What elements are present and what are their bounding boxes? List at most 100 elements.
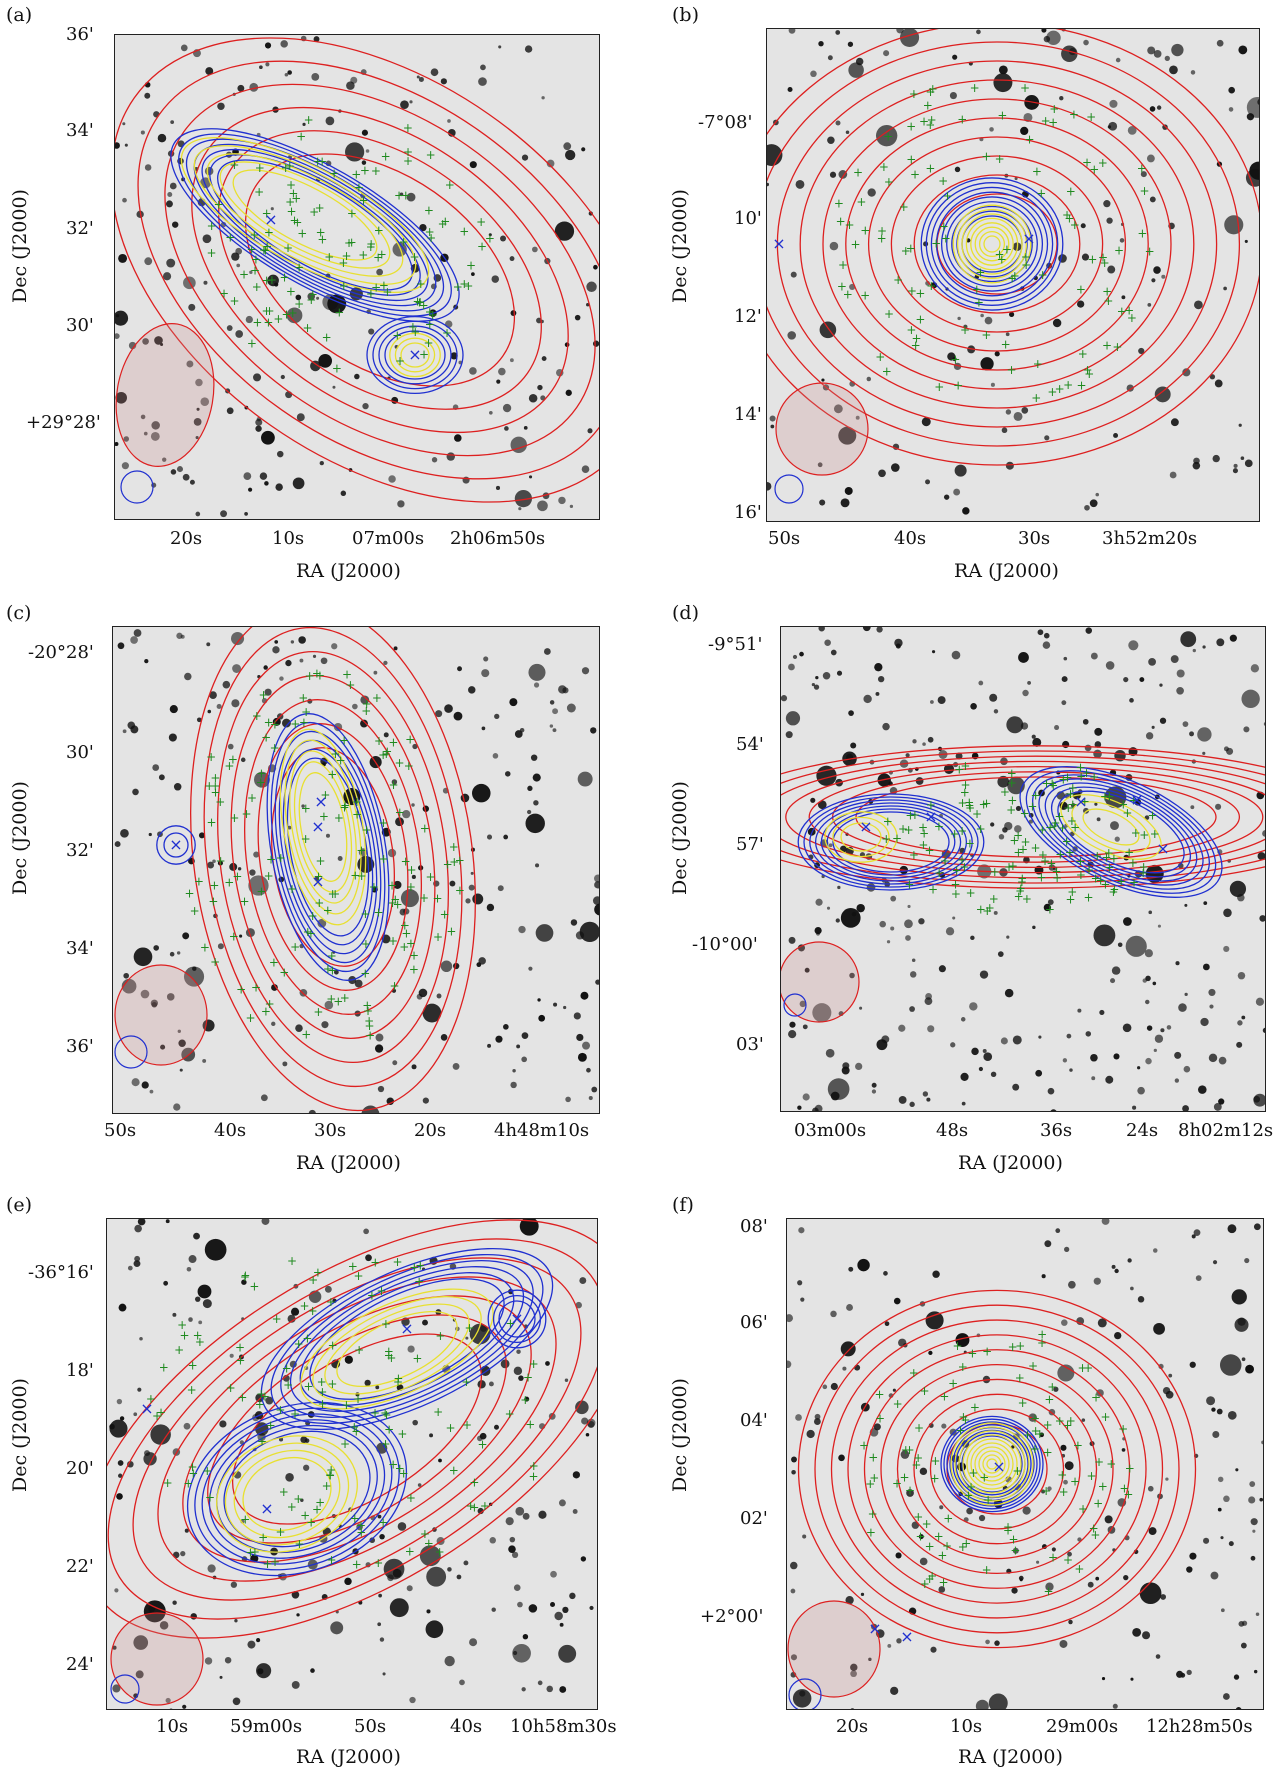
- star: [1147, 46, 1156, 55]
- beam-ellipse: [110, 1612, 204, 1706]
- star: [1227, 1224, 1237, 1234]
- blue-contour: [949, 1424, 1035, 1504]
- galaxy-marker: +: [264, 869, 274, 883]
- star: [457, 666, 462, 672]
- galaxy-marker: +: [258, 688, 268, 702]
- star: [409, 100, 413, 104]
- galaxy-marker: +: [459, 224, 469, 238]
- star: [192, 966, 197, 971]
- galaxy-marker: +: [1055, 1414, 1065, 1428]
- star: [1013, 411, 1023, 421]
- star: [144, 659, 149, 664]
- galaxy-marker: +: [966, 886, 976, 900]
- star: [879, 920, 886, 928]
- galaxy-marker: +: [909, 1366, 919, 1380]
- galaxy-marker: +: [957, 113, 967, 127]
- yellow-contour: [279, 728, 367, 926]
- star: [498, 367, 506, 376]
- star: [994, 351, 1000, 357]
- star: [767, 144, 783, 166]
- star: [572, 1471, 581, 1479]
- galaxy-marker: +: [219, 286, 229, 300]
- star: [148, 832, 152, 837]
- yellow-contour: [289, 750, 357, 904]
- star: [1241, 1357, 1246, 1362]
- star: [844, 486, 853, 495]
- galaxy-marker: +: [369, 880, 379, 894]
- star: [932, 1270, 940, 1278]
- galaxy-marker: +: [983, 1493, 993, 1507]
- galaxy-marker: +: [249, 228, 259, 242]
- red-contour: [880, 1363, 1114, 1575]
- star: [207, 1564, 216, 1573]
- star: [541, 96, 545, 100]
- star: [817, 800, 827, 810]
- star: [290, 640, 295, 644]
- star: [127, 1265, 133, 1271]
- galaxy-marker: +: [1084, 890, 1094, 904]
- star: [1175, 961, 1180, 966]
- star: [1182, 721, 1189, 728]
- galaxy-marker: +: [347, 235, 357, 249]
- star: [1011, 1445, 1015, 1449]
- overlay-a: +++++++++++++++++++++++++++++++++++ +++++…: [115, 35, 599, 519]
- galaxy-marker: +: [374, 224, 384, 238]
- galaxy-marker: +: [462, 1418, 472, 1432]
- galaxy-marker: +: [995, 247, 1005, 261]
- yellow-contour: [950, 1422, 1034, 1506]
- galaxy-marker: +: [930, 1454, 940, 1468]
- y-tick: 10': [734, 208, 762, 229]
- galaxy-marker: +: [1057, 1468, 1067, 1482]
- y-tick: 14': [734, 404, 762, 425]
- red-contour: [107, 1219, 597, 1639]
- star: [575, 1301, 582, 1309]
- red-contour: [767, 29, 1259, 466]
- galaxy-marker: +: [314, 896, 324, 910]
- blue-contour: [803, 796, 979, 888]
- star: [284, 72, 289, 77]
- galaxy-marker: +: [301, 802, 311, 816]
- star: [186, 1266, 192, 1272]
- star: [978, 1066, 984, 1072]
- red-contour: [867, 136, 1127, 352]
- star: [310, 360, 321, 372]
- star: [203, 280, 208, 285]
- x-axis-label: RA (J2000): [958, 1746, 1063, 1768]
- star: [850, 1670, 857, 1678]
- galaxy-marker: +: [455, 854, 465, 868]
- star: [1002, 827, 1008, 833]
- galaxy-marker: +: [1062, 770, 1072, 784]
- blue-contour: [820, 805, 962, 879]
- galaxy-marker: +: [967, 1346, 977, 1360]
- galaxy-marker: +: [328, 1338, 338, 1352]
- star: [224, 1656, 232, 1664]
- galaxy-marker: +: [194, 874, 204, 888]
- star: [271, 1021, 276, 1027]
- y-tick: 30': [66, 742, 94, 763]
- star: [837, 885, 841, 890]
- star: [884, 1321, 890, 1327]
- star: [1032, 925, 1036, 930]
- star: [509, 698, 518, 707]
- star: [922, 1091, 929, 1097]
- star: [984, 316, 993, 325]
- blue-contour: [826, 808, 956, 876]
- star: [890, 1686, 899, 1695]
- star: [952, 54, 958, 60]
- galaxy-marker: +: [1052, 871, 1062, 885]
- star: [966, 1507, 973, 1515]
- yellow-contour: [293, 761, 353, 893]
- star: [310, 1668, 315, 1673]
- galaxy-marker: +: [272, 1312, 282, 1326]
- galaxy-marker: +: [315, 201, 325, 215]
- galaxy-marker: +: [308, 909, 318, 923]
- galaxy-marker: +: [350, 868, 360, 882]
- star: [1106, 217, 1113, 224]
- star: [532, 773, 541, 782]
- star: [360, 695, 370, 705]
- galaxy-marker: +: [425, 225, 435, 239]
- star: [115, 310, 129, 326]
- star: [552, 708, 559, 715]
- galaxy-marker: +: [1022, 892, 1032, 906]
- star: [1223, 1495, 1230, 1503]
